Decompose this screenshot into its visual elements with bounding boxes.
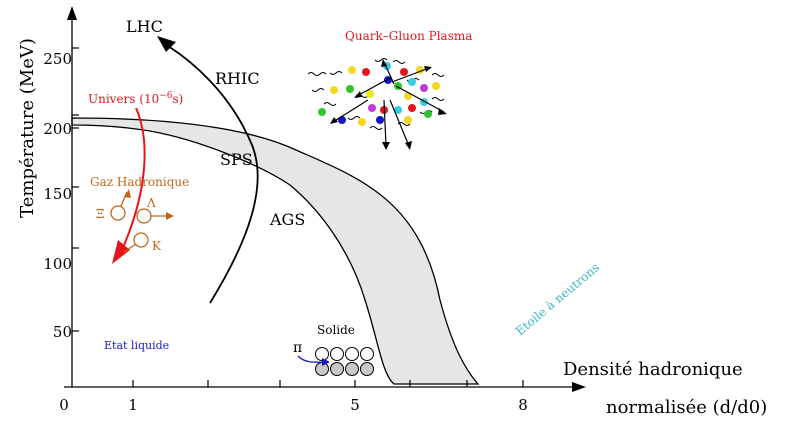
label-lambda: Λ: [146, 196, 156, 210]
x-ticks: [132, 380, 524, 387]
label-etoile-neutrons: Etoile à neutrons: [513, 260, 602, 338]
label-sps: SPS: [220, 150, 253, 169]
lambda-particle: [136, 208, 152, 224]
qgp-quarks: [318, 62, 440, 126]
x-tick-8: 8: [518, 396, 528, 414]
x-tick-labels: 0 1 5 8: [59, 396, 528, 414]
label-rhic: RHIC: [215, 69, 260, 88]
x-tick-5: 5: [350, 396, 360, 414]
label-kaon: K: [152, 239, 162, 253]
y-tick-150: 150: [43, 185, 72, 203]
y-tick-labels: 50 100 150 200 250: [43, 50, 72, 341]
univers-arrow: [112, 240, 130, 264]
collider-trajectory: [167, 45, 259, 304]
hadron-gas-particles: [110, 191, 168, 253]
label-gaz: Gaz Hadronique: [90, 175, 189, 189]
label-pion: π: [293, 340, 302, 356]
label-ags: AGS: [269, 210, 305, 229]
qgp-tracks: [332, 61, 445, 147]
collider-trajectory-arrow: [157, 36, 176, 52]
label-xi: Ξ: [96, 207, 104, 221]
label-univers: Univers (10−6s): [88, 91, 183, 106]
x-tick-1: 1: [128, 396, 138, 414]
label-lhc: LHC: [126, 17, 163, 36]
label-solide: Solide: [317, 323, 355, 337]
y-tick-250: 250: [43, 50, 72, 68]
label-qgp: Quark–Gluon Plasma: [345, 29, 472, 43]
univers-path: [121, 107, 146, 251]
y-tick-100: 100: [43, 255, 72, 273]
transition-band: [71, 117, 480, 385]
y-ticks: [72, 47, 79, 332]
x-tick-0: 0: [59, 396, 69, 414]
x-axis-title-line2: normalisée (d/d0): [606, 397, 767, 418]
x-axis-title-line1: Densité hadronique: [563, 359, 743, 380]
y-axis-arrow: [67, 6, 77, 20]
qgp-track-heads: [330, 59, 447, 150]
y-tick-50: 50: [53, 323, 72, 341]
xi-particle: [110, 205, 126, 221]
y-axis-title: Température (MeV): [17, 38, 38, 218]
y-tick-200: 200: [43, 120, 72, 138]
label-etat-liquide: Etat liquide: [104, 339, 169, 352]
kaon-particle: [133, 232, 149, 248]
x-axis-arrow: [572, 382, 586, 392]
